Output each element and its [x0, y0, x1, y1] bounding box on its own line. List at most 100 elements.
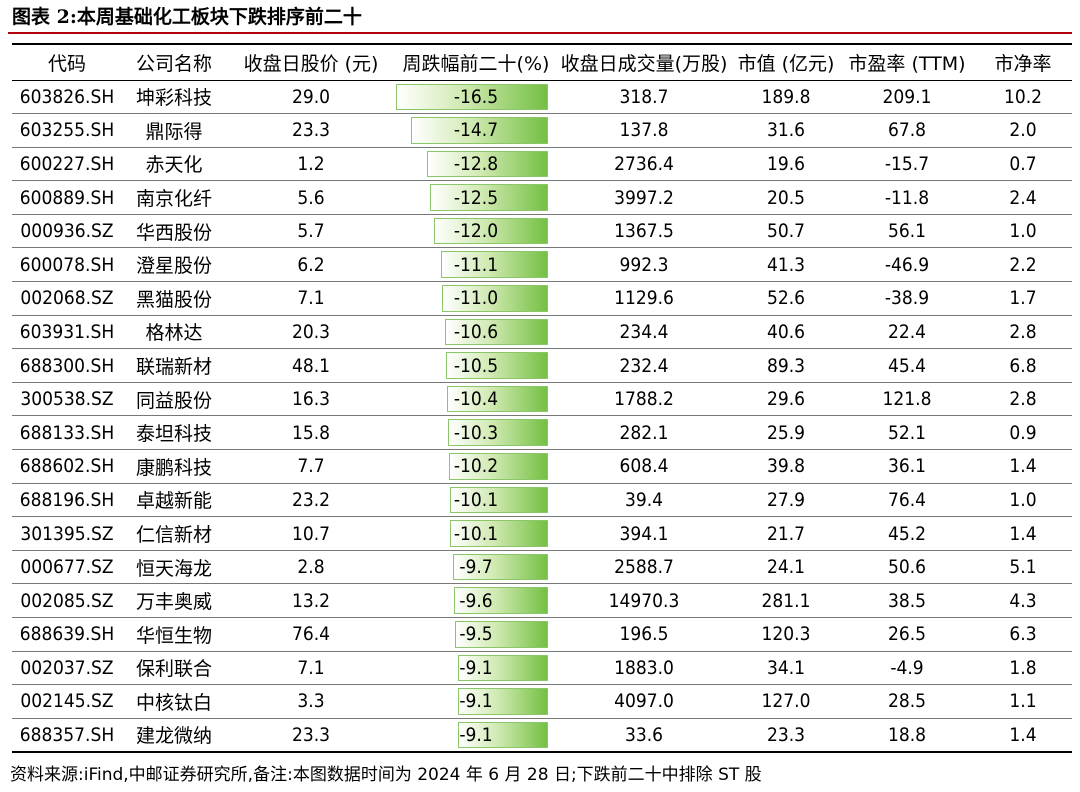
close-price-cell: 7.1	[226, 651, 396, 686]
pe-cell: 45.2	[840, 516, 974, 551]
company-name-cell: 中核钛白	[122, 684, 226, 719]
close-price-cell: 1.2	[226, 147, 396, 182]
volume-cell: 1788.2	[556, 382, 732, 417]
market-cap-cell: 34.1	[732, 651, 840, 686]
pb-cell: 0.9	[974, 415, 1072, 451]
change-data-bar	[449, 486, 548, 514]
company-name-cell: 南京化纤	[122, 180, 226, 215]
table-body: 603826.SH 坤彩科技 29.0 -16.5 318.7 189.8 209.1 10.…	[12, 80, 1072, 753]
market-cap-cell: 127.0	[732, 684, 840, 719]
company-name-cell: 卓越新能	[122, 483, 226, 518]
change-data-bar	[447, 385, 548, 413]
pe-cell: -38.9	[840, 281, 974, 316]
close-price-cell: 20.3	[226, 315, 396, 350]
weekly-change-cell: -12.8	[396, 147, 556, 182]
weekly-change-cell: -9.5	[396, 617, 556, 652]
table-row: 600227.SH 赤天化 1.2 -12.8 2736.4 19.6 -15.7 0.7	[12, 147, 1072, 182]
code-cell: 300538.SZ	[12, 382, 122, 417]
close-price-cell: 10.7	[226, 516, 396, 551]
weekly-change-cell: -10.4	[396, 382, 556, 417]
change-data-bar	[447, 419, 548, 447]
company-name-cell: 恒天海龙	[122, 550, 226, 585]
code-cell: 688357.SH	[12, 718, 122, 753]
weekly-change-value: -12.8	[453, 152, 499, 175]
close-price-cell: 5.7	[226, 214, 396, 249]
market-cap-cell: 120.3	[732, 617, 840, 652]
pb-cell: 1.4	[974, 718, 1072, 753]
change-data-bar	[454, 621, 548, 648]
code-cell: 600889.SH	[12, 180, 122, 215]
weekly-change-cell: -10.6	[396, 315, 556, 350]
pb-cell: 2.0	[974, 113, 1072, 148]
pb-cell: 5.1	[974, 550, 1072, 585]
weekly-change-value: -10.6	[453, 320, 499, 343]
pb-cell: 2.4	[974, 180, 1072, 215]
market-cap-cell: 52.6	[732, 281, 840, 316]
weekly-change-cell: -9.1	[396, 684, 556, 719]
change-data-bar	[458, 654, 548, 682]
volume-cell: 992.3	[556, 247, 732, 283]
weekly-change-value: -9.7	[459, 556, 493, 579]
weekly-change-value: -14.7	[453, 119, 499, 142]
pe-cell: -11.8	[840, 180, 974, 215]
source-note: 资料来源:iFind,中邮证券研究所,备注:本图数据时间为 2024 年 6 月…	[10, 765, 762, 785]
volume-cell: 3997.2	[556, 180, 732, 215]
weekly-change-value: -11.0	[453, 287, 499, 310]
pb-cell: 2.8	[974, 315, 1072, 350]
code-cell: 603931.SH	[12, 315, 122, 350]
table-row: 600078.SH 澄星股份 6.2 -11.1 992.3 41.3 -46.9 2.2	[12, 247, 1072, 283]
volume-cell: 234.4	[556, 315, 732, 350]
close-price-cell: 2.8	[226, 550, 396, 585]
weekly-change-cell: -10.1	[396, 516, 556, 551]
weekly-change-value: -9.1	[459, 690, 493, 713]
change-data-bar	[458, 721, 548, 748]
table-row: 688602.SH 康鹏科技 7.7 -10.2 608.4 39.8 36.1 1.4	[12, 449, 1072, 484]
market-cap-cell: 20.5	[732, 180, 840, 215]
company-name-cell: 黑猫股份	[122, 281, 226, 316]
change-data-bar	[448, 453, 548, 480]
weekly-change-value: -12.0	[453, 220, 499, 243]
pe-cell: 45.4	[840, 348, 974, 383]
change-data-bar	[449, 520, 548, 547]
volume-cell: 394.1	[556, 516, 732, 551]
pb-cell: 1.1	[974, 684, 1072, 719]
pb-cell: 10.2	[974, 80, 1072, 115]
code-cell: 002145.SZ	[12, 684, 122, 719]
header-market-cap: 市值 (亿元)	[732, 43, 840, 81]
company-name-cell: 华恒生物	[122, 617, 226, 652]
market-cap-cell: 21.7	[732, 516, 840, 551]
pb-cell: 1.8	[974, 651, 1072, 686]
code-cell: 603826.SH	[12, 80, 122, 115]
close-price-cell: 15.8	[226, 415, 396, 451]
table-row: 600889.SH 南京化纤 5.6 -12.5 3997.2 20.5 -11.8 2.4	[12, 180, 1072, 215]
company-name-cell: 保利联合	[122, 651, 226, 686]
weekly-change-value: -10.1	[453, 488, 499, 511]
company-name-cell: 建龙微纳	[122, 718, 226, 753]
weekly-change-value: -10.1	[453, 522, 499, 545]
market-cap-cell: 189.8	[732, 80, 840, 115]
code-cell: 600078.SH	[12, 247, 122, 283]
close-price-cell: 29.0	[226, 80, 396, 115]
volume-cell: 1129.6	[556, 281, 732, 316]
pe-cell: 209.1	[840, 80, 974, 115]
volume-cell: 1367.5	[556, 214, 732, 249]
code-cell: 002068.SZ	[12, 281, 122, 316]
pb-cell: 1.4	[974, 449, 1072, 484]
market-cap-cell: 50.7	[732, 214, 840, 249]
company-name-cell: 澄星股份	[122, 247, 226, 283]
company-name-cell: 格林达	[122, 315, 226, 350]
company-name-cell: 联瑞新材	[122, 348, 226, 383]
pe-cell: 56.1	[840, 214, 974, 249]
weekly-change-value: -9.1	[459, 656, 493, 679]
pe-cell: 50.6	[840, 550, 974, 585]
pe-cell: -46.9	[840, 247, 974, 283]
figure-title: 图表 2:本周基础化工板块下跌排序前二十	[8, 0, 1072, 34]
weekly-change-value: -10.4	[453, 388, 499, 411]
header-volume: 收盘日成交量(万股)	[556, 43, 732, 81]
change-data-bar	[453, 587, 548, 614]
pb-cell: 6.8	[974, 348, 1072, 383]
weekly-change-cell: -11.1	[396, 247, 556, 283]
code-cell: 002085.SZ	[12, 583, 122, 618]
market-cap-cell: 89.3	[732, 348, 840, 383]
close-price-cell: 13.2	[226, 583, 396, 618]
